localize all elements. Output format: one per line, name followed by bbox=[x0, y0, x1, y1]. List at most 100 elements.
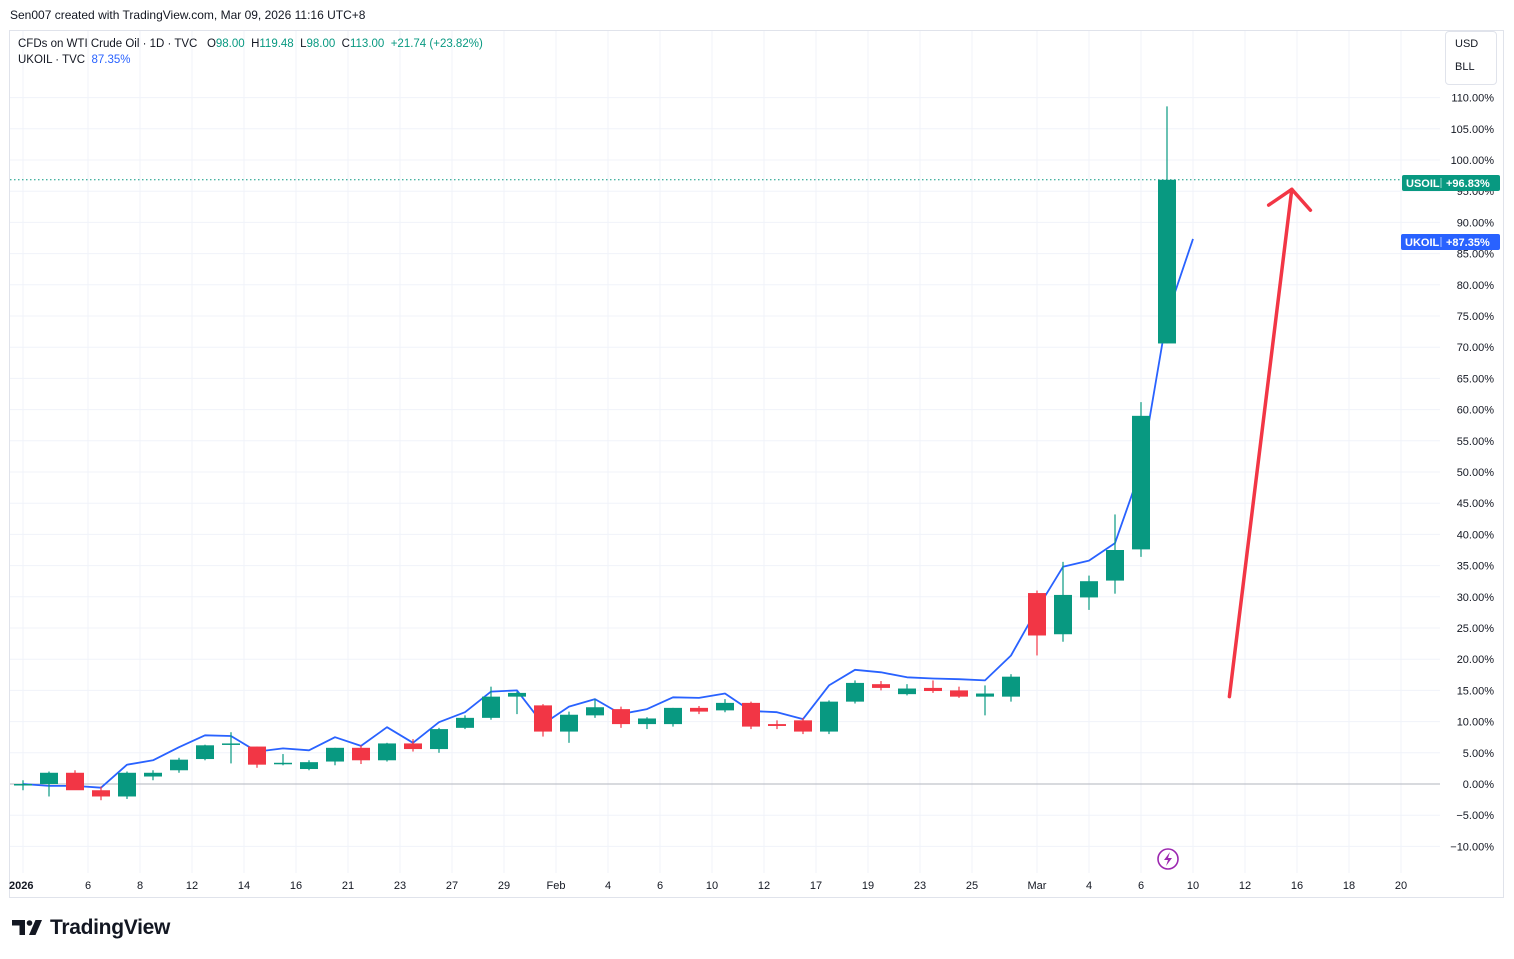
candle[interactable] bbox=[742, 701, 760, 730]
grid-layer bbox=[10, 31, 1440, 873]
y-tick-label: −5.00% bbox=[1456, 810, 1494, 822]
candle[interactable] bbox=[1106, 514, 1124, 594]
candle[interactable] bbox=[144, 770, 162, 781]
lightning-bolt-icon[interactable] bbox=[1157, 848, 1179, 870]
candle-body bbox=[430, 729, 448, 750]
candle[interactable] bbox=[534, 704, 552, 737]
y-tick-label: 65.00% bbox=[1457, 373, 1495, 385]
y-tick-label: 110.00% bbox=[1451, 93, 1494, 105]
x-tick-label: 6 bbox=[657, 880, 663, 892]
candle[interactable] bbox=[430, 727, 448, 753]
candle[interactable] bbox=[872, 681, 890, 691]
legend-compare-symbol[interactable]: UKOIL · TVC bbox=[18, 54, 86, 66]
candle[interactable] bbox=[248, 746, 266, 768]
y-tick-label: 25.00% bbox=[1457, 623, 1495, 635]
candle[interactable] bbox=[976, 685, 994, 716]
annotations-layer bbox=[10, 179, 1400, 699]
y-tick-label: 15.00% bbox=[1457, 685, 1495, 697]
ukoil-line[interactable] bbox=[22, 238, 1194, 789]
x-tick-label: 25 bbox=[966, 880, 978, 892]
candle-body bbox=[40, 772, 58, 784]
candle[interactable] bbox=[612, 706, 630, 728]
x-tick-label: 12 bbox=[186, 880, 198, 892]
candle[interactable] bbox=[482, 686, 500, 720]
ukoil-line-layer bbox=[22, 238, 1194, 789]
unit-selector[interactable]: USD BLL bbox=[1445, 31, 1497, 85]
candle[interactable] bbox=[898, 684, 916, 696]
candle[interactable] bbox=[1054, 561, 1072, 642]
x-tick-label: 4 bbox=[605, 880, 611, 892]
candle[interactable] bbox=[586, 699, 604, 718]
currency-label[interactable]: USD bbox=[1455, 38, 1479, 50]
red-arrow-annotation[interactable] bbox=[1227, 187, 1313, 699]
candle-body bbox=[716, 702, 734, 711]
tradingview-logo[interactable]: TradingView bbox=[12, 916, 170, 940]
candle[interactable] bbox=[326, 747, 344, 766]
candle[interactable] bbox=[118, 771, 136, 799]
legend-main-symbol[interactable]: CFDs on WTI Crude Oil · 1D · TVC bbox=[18, 38, 198, 50]
x-tick-label: 21 bbox=[342, 880, 354, 892]
tradingview-brand: TradingView bbox=[50, 916, 171, 939]
candle[interactable] bbox=[950, 686, 968, 698]
candle[interactable] bbox=[560, 711, 578, 743]
x-tick-label: 2026 bbox=[9, 880, 33, 892]
candle[interactable] bbox=[820, 700, 838, 735]
candle[interactable] bbox=[690, 706, 708, 715]
candle[interactable] bbox=[92, 786, 110, 801]
candle[interactable] bbox=[14, 780, 32, 791]
x-tick-label: 27 bbox=[446, 880, 458, 892]
candle-body bbox=[326, 747, 344, 762]
candle[interactable] bbox=[40, 771, 58, 797]
y-tick-label: 5.00% bbox=[1463, 748, 1494, 760]
candle[interactable] bbox=[664, 707, 682, 727]
candle[interactable] bbox=[66, 770, 84, 791]
candle-body bbox=[560, 714, 578, 732]
candle[interactable] bbox=[1158, 106, 1176, 344]
candle[interactable] bbox=[274, 754, 292, 766]
usoil-badge-value: +96.83% bbox=[1446, 178, 1490, 190]
legend-high-value: 119.48 bbox=[259, 38, 294, 50]
legend-compare-row: UKOIL · TVC 87.35% bbox=[18, 52, 483, 68]
legend-low-label: L bbox=[300, 38, 307, 50]
candle[interactable] bbox=[170, 757, 188, 773]
candle[interactable] bbox=[638, 717, 656, 730]
candle[interactable] bbox=[508, 691, 526, 715]
candle-body bbox=[170, 759, 188, 771]
legend-open-value: 98.00 bbox=[215, 38, 245, 50]
candle-body bbox=[274, 762, 292, 765]
usoil-badge[interactable]: USOIL +96.83% bbox=[1402, 175, 1500, 191]
candle-body bbox=[742, 702, 760, 727]
candle[interactable] bbox=[716, 699, 734, 713]
y-tick-label: 30.00% bbox=[1457, 592, 1495, 604]
candle[interactable] bbox=[1002, 674, 1020, 702]
candle[interactable] bbox=[924, 680, 942, 693]
candle[interactable] bbox=[404, 739, 422, 752]
candle[interactable] bbox=[1132, 402, 1150, 557]
candle[interactable] bbox=[846, 680, 864, 704]
candle[interactable] bbox=[378, 742, 396, 762]
candle-body bbox=[196, 745, 214, 760]
candle-body bbox=[482, 696, 500, 718]
unit-label[interactable]: BLL bbox=[1455, 61, 1475, 73]
candle-body bbox=[794, 720, 812, 732]
candle[interactable] bbox=[300, 760, 318, 771]
candle[interactable] bbox=[196, 744, 214, 761]
candle[interactable] bbox=[794, 717, 812, 735]
x-tick-label: 4 bbox=[1086, 880, 1092, 892]
y-tick-label: 45.00% bbox=[1457, 498, 1495, 510]
candle[interactable] bbox=[352, 745, 370, 765]
ukoil-badge[interactable]: UKOIL +87.35% bbox=[1401, 234, 1500, 250]
candle-body bbox=[1106, 550, 1124, 581]
legend-close-label: C bbox=[341, 38, 350, 50]
candle[interactable] bbox=[768, 720, 786, 730]
candle-body bbox=[1028, 593, 1046, 636]
y-axis: −10.00% −5.00% 0.00% 5.00% 10.00% 15.00% 20.00… bbox=[1450, 93, 1494, 854]
y-tick-label: 100.00% bbox=[1451, 155, 1495, 167]
candle[interactable] bbox=[222, 732, 240, 764]
legend-low-value: 98.00 bbox=[306, 38, 336, 50]
candle[interactable] bbox=[456, 715, 474, 730]
candle[interactable] bbox=[1080, 575, 1098, 610]
y-tick-label: 55.00% bbox=[1457, 436, 1495, 448]
candle[interactable] bbox=[1028, 590, 1046, 656]
